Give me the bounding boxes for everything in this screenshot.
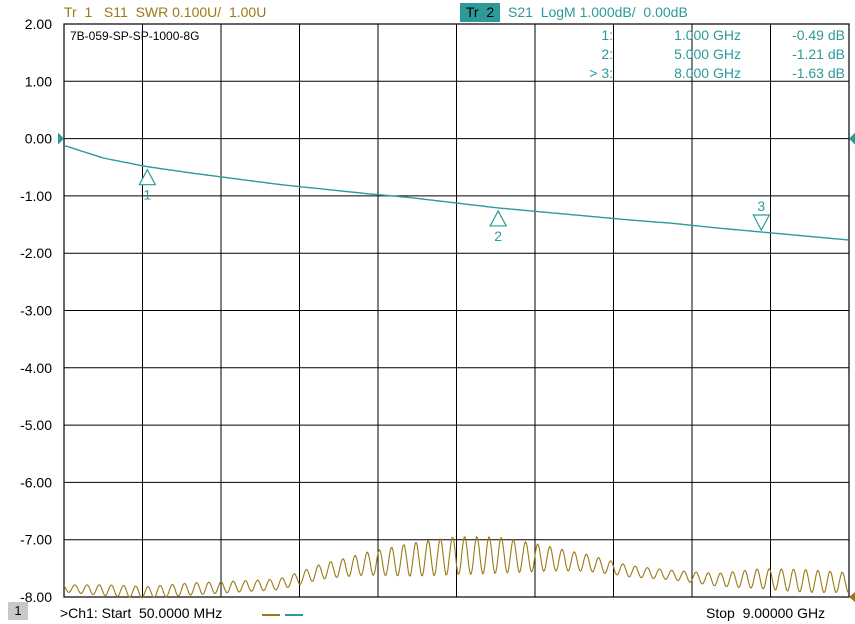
y-tick-label: -1.00 [20,188,52,204]
y-tick-labels: 2.00 1.00 0.00 -1.00 -2.00 -3.00 -4.00 -5.00 -6.… [20,16,52,605]
marker-table: 1: 1.000 GHz -0.49 dB 2: 5.000 GHz -1.21 dB > … [589,27,845,81]
plot-grid [63,23,850,598]
marker-3-label: 3 [757,198,765,214]
y-tick-label: -5.00 [20,417,52,433]
marker-table-frequency: 5.000 GHz [674,46,741,62]
reference-arrow-right [849,132,855,145]
trace1-legend-line [262,614,280,616]
y-tick-label: -8.00 [20,589,52,605]
s21-trace [63,144,850,241]
y-tick-label: -3.00 [20,303,52,319]
trace1-label[interactable]: Tr 1 S11 SWR 0.100U/ 1.00U [64,4,267,20]
marker-table-label: 1: [601,27,613,43]
marker-table-label: > 3: [589,65,613,81]
chart-title: 7B-059-SP-SP-1000-8G [70,29,199,43]
marker-3-triangle [752,214,771,232]
marker-table-label: 2: [601,46,613,62]
marker-1-label: 1 [143,187,151,203]
marker-table-value: -0.49 dB [792,27,845,43]
marker-1-triangle [138,168,157,186]
traces [63,144,850,599]
channel-indicator[interactable]: 1 [8,602,28,620]
y-tick-label: -6.00 [20,474,52,490]
y-tick-label: 0.00 [25,131,52,147]
trace2-label[interactable]: S21 LogM 1.000dB/ 0.00dB [508,4,688,20]
marker-table-value: -1.63 dB [792,65,845,81]
marker-table-value: -1.21 dB [792,46,845,62]
start-frequency: >Ch1: Start 50.0000 MHz [60,605,223,621]
trace2-legend-line [285,614,303,616]
marker-table-frequency: 1.000 GHz [674,27,741,43]
marker-2-triangle [489,209,508,227]
trace2-active-badge[interactable]: Tr 2 [460,3,500,22]
marker-table-frequency: 8.000 GHz [674,65,741,81]
marker-2-label: 2 [494,228,502,244]
y-tick-label: -2.00 [20,245,52,261]
y-tick-label: 2.00 [25,16,52,32]
reference-arrow-left [58,132,64,145]
s11-reference-arrow [849,592,855,602]
s11-trace [63,535,850,599]
stop-frequency: Stop 9.00000 GHz [706,605,826,621]
markers: 1 2 3 [138,168,771,244]
y-tick-label: -7.00 [20,532,52,548]
y-tick-label: 1.00 [25,73,52,89]
y-tick-label: -4.00 [20,360,52,376]
reference-indicators [58,132,855,602]
